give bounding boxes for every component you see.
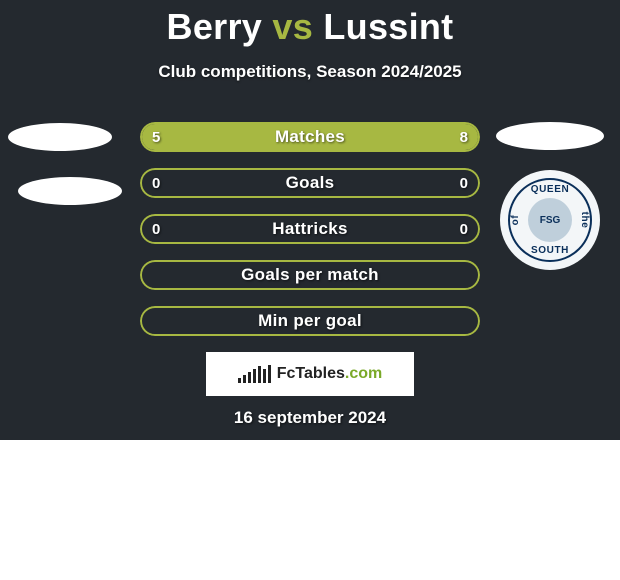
comparison-card: Berry vs Lussint Club competitions, Seas… — [0, 0, 620, 440]
bar-label: Matches — [140, 122, 480, 152]
brand-logo-icon — [238, 365, 271, 383]
player2-name: Lussint — [323, 6, 453, 47]
subtitle: Club competitions, Season 2024/2025 — [0, 62, 620, 82]
player2-avatar — [496, 122, 604, 150]
stat-bar-row: 00Hattricks — [140, 214, 480, 244]
stat-bar-row: Min per goal — [140, 306, 480, 336]
brand-part2: .com — [345, 365, 382, 382]
stat-bar-row: Goals per match — [140, 260, 480, 290]
date-label: 16 september 2024 — [0, 408, 620, 428]
bar-label: Goals per match — [140, 260, 480, 290]
badge-text-bottom: SOUTH — [500, 245, 600, 256]
page-title: Berry vs Lussint — [0, 0, 620, 48]
player1-name: Berry — [167, 6, 263, 47]
player1-club-badge — [18, 177, 122, 205]
stat-bars: 58Matches 00Goals 00Hattricks Goals per mat… — [140, 122, 480, 352]
stat-bar-row: 00Goals — [140, 168, 480, 198]
stat-bar-row: 58Matches — [140, 122, 480, 152]
bar-label: Goals — [140, 168, 480, 198]
player1-avatar — [8, 123, 112, 151]
brand-box: FcTables.com — [206, 352, 414, 396]
player2-club-badge: QUEEN of the SOUTH FSG — [500, 170, 600, 270]
vs-label: vs — [272, 6, 313, 47]
brand-text: FcTables.com — [277, 365, 383, 383]
bar-label: Hattricks — [140, 214, 480, 244]
bar-label: Min per goal — [140, 306, 480, 336]
badge-center: FSG — [528, 198, 572, 242]
brand-part1: FcTables — [277, 365, 345, 382]
club-badge-graphic: QUEEN of the SOUTH FSG — [500, 170, 600, 270]
